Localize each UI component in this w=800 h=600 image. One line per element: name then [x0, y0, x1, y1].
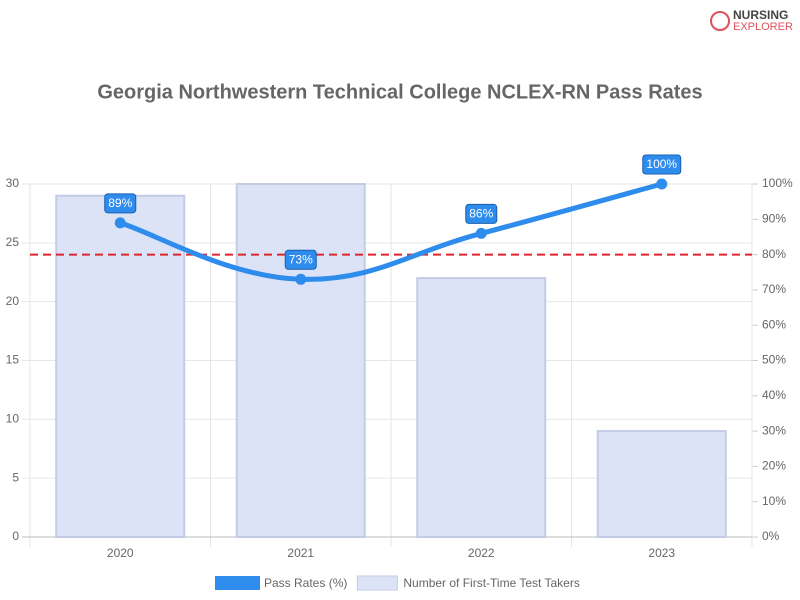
y-tick-label: 15 [6, 353, 20, 367]
data-label: 89% [108, 196, 132, 210]
y2-tick-label: 30% [762, 423, 786, 437]
bar [55, 194, 186, 538]
x-tick-label: 2021 [287, 546, 314, 560]
legend-label: Number of First-Time Test Takers [403, 576, 579, 590]
y-tick-label: 25 [6, 235, 20, 249]
data-label: 100% [646, 157, 677, 171]
y2-tick-label: 10% [762, 494, 786, 508]
y2-tick-label: 70% [762, 282, 786, 296]
point [656, 178, 668, 190]
point [295, 273, 307, 285]
y2-tick-label: 0% [762, 529, 780, 543]
data-label: 73% [289, 252, 313, 266]
legend-swatch [356, 575, 398, 591]
y2-tick-label: 60% [762, 317, 786, 331]
legend-item: Pass Rates (%) [215, 576, 347, 590]
y2-tick-label: 80% [762, 247, 786, 261]
legend-swatch [215, 576, 260, 590]
y-tick-label: 0 [12, 529, 19, 543]
y-tick-label: 5 [12, 470, 19, 484]
x-tick-label: 2022 [468, 546, 495, 560]
bar [416, 277, 547, 538]
data-label: 86% [469, 207, 493, 221]
y2-tick-label: 50% [762, 353, 786, 367]
legend-label: Pass Rates (%) [264, 576, 347, 590]
y-tick-label: 30 [6, 176, 20, 190]
data-label-box [104, 193, 137, 214]
y-tick-label: 20 [6, 294, 20, 308]
data-label-box [284, 249, 317, 270]
data-label-box [465, 203, 498, 224]
y2-tick-label: 100% [762, 176, 793, 190]
logo-icon [710, 11, 730, 31]
y2-tick-label: 90% [762, 211, 786, 225]
bar [235, 183, 366, 538]
point [475, 227, 487, 239]
chart-title: Georgia Northwestern Technical College N… [97, 81, 702, 103]
logo-text: EXPLORER [733, 21, 793, 33]
legend-item: Number of First-Time Test Takers [356, 575, 580, 591]
y2-tick-label: 20% [762, 459, 786, 473]
data-label-box [642, 154, 682, 175]
y-tick-label: 10 [6, 412, 20, 426]
logo-text: NURSING [733, 8, 788, 22]
line [117, 181, 665, 282]
x-tick-label: 2023 [648, 546, 675, 560]
y2-tick-label: 40% [762, 388, 786, 402]
bar [596, 430, 727, 539]
point [114, 217, 126, 229]
x-tick-label: 2020 [107, 546, 134, 560]
